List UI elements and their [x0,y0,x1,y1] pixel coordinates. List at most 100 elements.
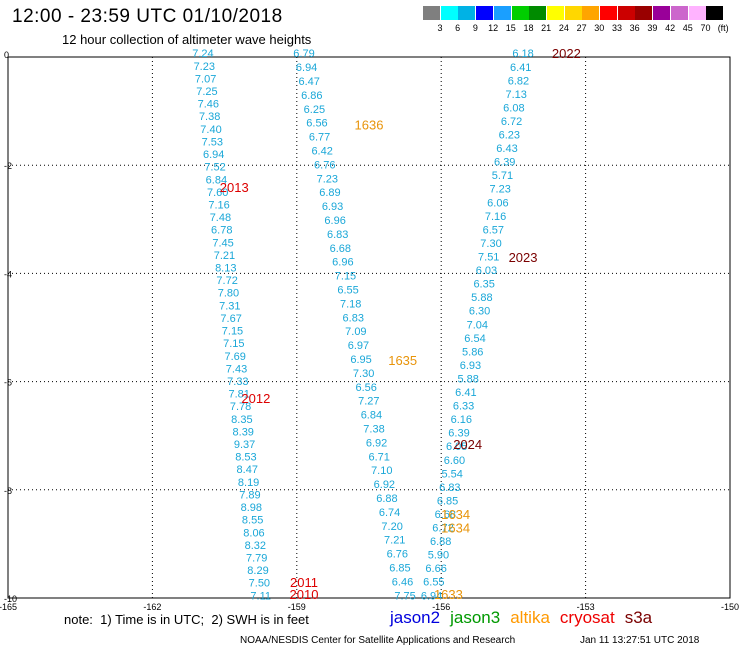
wave-height-value: 6.55 [337,285,358,297]
wave-height-value: 6.05 [446,441,467,453]
plot-frame [7,56,731,599]
footnote: note: 1) Time is in UTC; 2) SWH is in fe… [64,612,309,627]
wave-height-value: 6.74 [379,507,400,519]
y-tick-label: 0 [4,50,9,60]
wave-height-value: 6.68 [435,509,456,521]
wave-height-value: 6.39 [448,428,469,440]
wave-height-value: 7.72 [216,275,237,287]
pass-time-label: 1633 [434,587,463,602]
wave-height-value: 7.38 [363,424,384,436]
wave-height-value: 6.23 [499,130,520,142]
pass-time-label: 2023 [509,250,538,265]
wave-height-value: 7.80 [218,288,239,300]
wave-height-value: 7.31 [219,300,240,312]
wave-height-value: 6.35 [473,279,494,291]
color-scale-label: (ft) [717,23,729,33]
wave-height-value: 7.23 [489,184,510,196]
wave-height-value: 7.23 [194,61,215,73]
wave-height-value: 6.92 [374,479,395,491]
wave-height-value: 6.85 [389,562,410,574]
x-tick-label: -165 [0,602,17,612]
wave-height-value: 7.53 [202,136,223,148]
pass-time-label: 2022 [552,46,581,61]
wave-height-value: 5.90 [428,550,449,562]
wave-height-value: 7.25 [196,86,217,98]
color-scale-label: 6 [455,23,461,33]
color-swatch [688,6,706,20]
wave-height-value: 7.11 [250,590,271,602]
wave-height-value: 6.08 [503,102,524,114]
wave-height-value: 6.25 [304,104,325,116]
timestamp: Jan 11 13:27:51 UTC 2018 [580,635,700,646]
y-tick-label: -2 [4,161,12,171]
wave-height-value: 6.96 [324,215,345,227]
wave-height-value: 6.41 [510,62,531,74]
wave-height-value: 6.83 [439,482,460,494]
wave-height-value: 6.16 [451,414,472,426]
wave-height-value: 9.37 [234,439,255,451]
wave-height-value: 7.07 [195,73,216,85]
wave-height-value: 6.96 [332,257,353,269]
wave-height-value: 8.19 [238,477,259,489]
x-tick-label: -159 [288,602,306,612]
color-scale-label: 36 [629,23,640,33]
wave-height-value: 7.50 [249,578,270,590]
y-tick-label: -6 [4,378,12,388]
wave-height-value: 6.89 [319,187,340,199]
wave-height-value: 7.46 [198,99,219,111]
legend-s3a: s3a [624,608,653,627]
wave-height-value: 7.38 [199,111,220,123]
color-scale-label: 24 [558,23,569,33]
pass-time-label: 1636 [355,118,384,133]
wave-height-value: 7.79 [246,552,267,564]
wave-height-value: 6.57 [483,224,504,236]
wave-height-value: 7.15 [335,271,356,283]
color-scale-label: 9 [472,23,478,33]
color-scale-label: 39 [647,23,658,33]
wave-height-value: 8.53 [235,452,256,464]
y-tick-label: -8 [4,486,12,496]
wave-height-value: 7.09 [345,326,366,338]
wave-height-value: 6.56 [306,118,327,130]
color-swatch [582,6,600,20]
pass-time-label: 2010 [290,587,319,602]
x-tick-label: -153 [577,602,595,612]
wave-height-value: 6.95 [350,354,371,366]
wave-height-value: 6.83 [327,229,348,241]
wave-height-value: 6.97 [348,340,369,352]
wave-height-value: 6.46 [392,576,413,588]
chart-subtitle: 12 hour collection of altimeter wave hei… [62,32,312,47]
color-swatch [600,6,617,20]
wave-height-value: 8.39 [233,426,254,438]
wave-height-value: 5.88 [471,292,492,304]
wave-height-value: 8.32 [245,540,266,552]
color-swatch [653,6,671,20]
color-swatch [529,6,547,20]
pass-time-label: 2011 [290,575,318,590]
legend-jason2: jason2 [390,608,441,627]
wave-height-value: 6.60 [444,455,465,467]
wave-height-value: 7.27 [358,396,379,408]
wave-height-value: 7.60 [207,187,228,199]
wave-height-value: 7.21 [214,250,235,262]
wave-height-value: 6.56 [356,382,377,394]
credit-line: NOAA/NESDIS Center for Satellite Applica… [240,635,516,646]
wave-height-value: 7.43 [226,363,247,375]
wave-height-value: 8.06 [243,527,264,539]
color-scale-label: 27 [576,23,587,33]
wave-height-value: 6.39 [494,157,515,169]
wave-height-value: 7.21 [384,535,405,547]
color-swatch [670,6,688,20]
pass-time-label: 2012 [241,391,270,406]
wave-height-value: 6.86 [301,90,322,102]
wave-height-value: 6.30 [469,306,490,318]
wave-height-value: 6.76 [387,549,408,561]
wave-height-value: 8.29 [247,565,268,577]
wave-height-value: 6.68 [330,243,351,255]
wave-height-value: 6.54 [464,333,485,345]
y-tick-label: -4 [4,269,12,279]
wave-height-value: 6.94 [296,62,317,74]
satellite-legend: jason2 jason3 altika cryosat s3a [390,608,662,628]
color-scale-label: 30 [594,23,605,33]
x-tick-label: -162 [143,602,161,612]
